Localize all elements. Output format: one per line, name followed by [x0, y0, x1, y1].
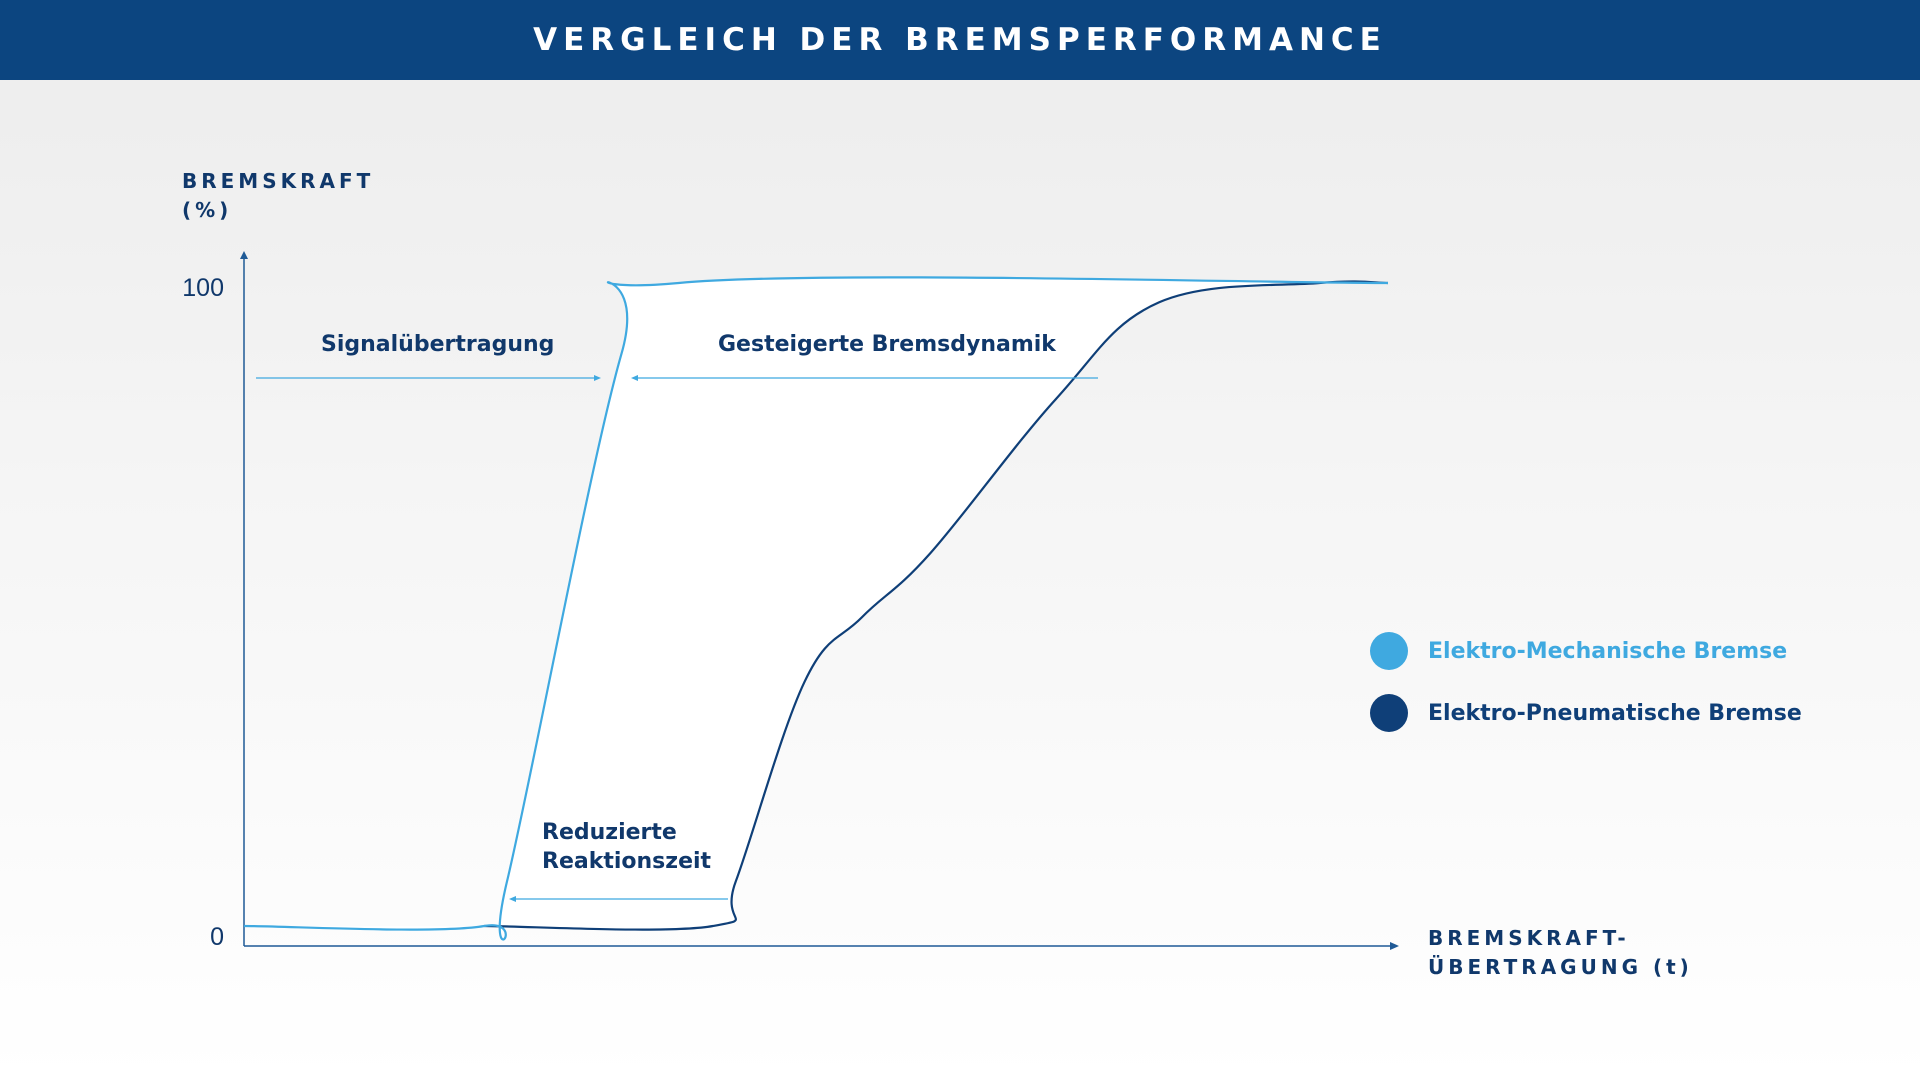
annotation-reduzierte-reaktionszeit-line-2: Reaktionszeit	[542, 849, 712, 874]
y-axis-arrow	[240, 251, 248, 259]
annotation-signalubertragung-text: Signalübertragung	[321, 332, 555, 357]
legend-swatch-elektro-mechanische-bremse	[1370, 632, 1408, 670]
legend-item-elektro-pneumatische-bremse: Elektro-Pneumatische Bremse	[1370, 694, 1802, 732]
series-line-elektro-mechanische-bremse	[243, 276, 1389, 941]
x-axis-label-line-1: BREMSKRAFT-	[1428, 926, 1630, 950]
y-tick-label-100: 100	[182, 274, 224, 302]
y-tick-label-0: 0	[210, 923, 224, 951]
annotation-signalubertragung: Signalübertragung	[321, 330, 554, 359]
performance-gain-area	[244, 277, 1388, 940]
header-bar: VERGLEICH DER BREMSPERFORMANCE	[0, 0, 1920, 80]
legend-label-elektro-mechanische-bremse: Elektro-Mechanische Bremse	[1428, 638, 1788, 664]
page-title: VERGLEICH DER BREMSPERFORMANCE	[533, 22, 1387, 58]
x-axis-label-line-2: ÜBERTRAGUNG (t)	[1428, 955, 1693, 979]
annotation-arrowhead-reaktion	[509, 896, 516, 902]
annotation-arrowhead-dynamik	[631, 375, 638, 381]
y-axis-label: BREMSKRAFT (%)	[182, 167, 374, 225]
annotation-gesteigerte-bremsdynamik: Gesteigerte Bremsdynamik	[718, 330, 1056, 359]
y-axis-label-line-1: BREMSKRAFT	[182, 169, 375, 193]
series-line-elektro-pneumatische-bremse	[484, 280, 1389, 931]
annotation-reduzierte-reaktionszeit: Reduzierte Reaktionszeit	[542, 818, 711, 876]
chart-legend: Elektro-Mechanische Bremse Elektro-Pneum…	[1370, 632, 1802, 756]
annotation-arrowhead-signal	[594, 375, 601, 381]
annotation-gesteigerte-bremsdynamik-text: Gesteigerte Bremsdynamik	[718, 332, 1056, 357]
legend-swatch-elektro-pneumatische-bremse	[1370, 694, 1408, 732]
annotation-reduzierte-reaktionszeit-line-1: Reduzierte	[542, 820, 677, 845]
legend-item-elektro-mechanische-bremse: Elektro-Mechanische Bremse	[1370, 632, 1802, 670]
x-axis-arrow	[1390, 942, 1399, 950]
x-axis-label: BREMSKRAFT- ÜBERTRAGUNG (t)	[1428, 924, 1693, 982]
y-axis-label-line-2: (%)	[182, 198, 233, 222]
legend-label-elektro-pneumatische-bremse: Elektro-Pneumatische Bremse	[1428, 700, 1802, 726]
